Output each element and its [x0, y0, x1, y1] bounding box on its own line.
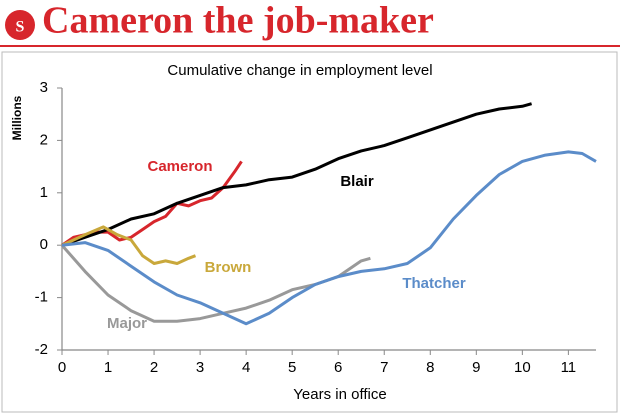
series-line — [61, 102, 533, 247]
x-tick-label: 10 — [514, 359, 531, 376]
logo-icon — [5, 10, 35, 40]
series-label: Blair — [340, 173, 374, 190]
series-label: Thatcher — [402, 275, 466, 292]
y-tick-label: -2 — [35, 341, 48, 358]
y-tick-label: 3 — [40, 79, 48, 96]
x-axis-label: Years in office — [293, 386, 386, 403]
x-tick-label: 1 — [104, 359, 112, 376]
x-tick-label: 6 — [334, 359, 342, 376]
chart-frame — [1, 51, 618, 413]
chart-subtitle: Cumulative change in employment level — [167, 62, 432, 79]
x-tick-label: 4 — [242, 359, 250, 376]
y-axis-label: Millions — [10, 95, 24, 140]
logo-text: S — [16, 19, 25, 36]
series-line — [61, 150, 597, 326]
x-tick-label: 3 — [196, 359, 204, 376]
y-tick-label: -1 — [35, 289, 48, 306]
y-tick-label: 2 — [40, 131, 48, 148]
x-tick-label: 9 — [472, 359, 480, 376]
series-label: Cameron — [147, 158, 212, 175]
x-tick-label: 5 — [288, 359, 296, 376]
x-tick-label: 0 — [58, 359, 66, 376]
series-label: Major — [107, 315, 147, 332]
y-tick-label: 0 — [40, 236, 48, 253]
x-tick-label: 2 — [150, 359, 158, 376]
series-label: Brown — [205, 259, 252, 276]
y-tick-label: 1 — [40, 184, 48, 201]
series-line — [61, 225, 197, 265]
x-tick-label: 7 — [380, 359, 388, 376]
chart-title: Cameron the job-maker — [42, 0, 434, 42]
x-tick-label: 11 — [561, 359, 577, 376]
x-tick-label: 8 — [426, 359, 434, 376]
